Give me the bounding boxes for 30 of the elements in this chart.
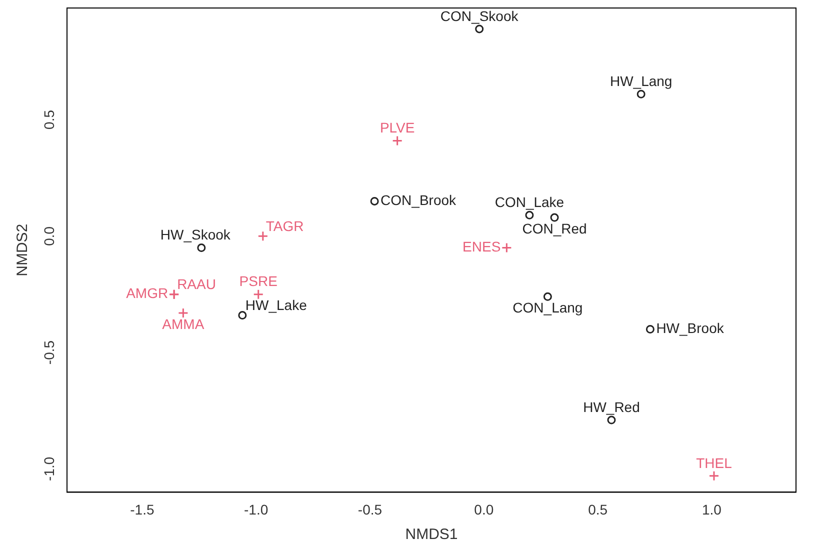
y-tick-label: -0.5 <box>40 340 57 365</box>
data-label: HW_Brook <box>656 320 725 336</box>
data-label: THEL <box>696 454 732 471</box>
x-tick-label: 0.5 <box>588 501 608 518</box>
data-label: AMMA <box>162 316 205 332</box>
y-axis-title: NMDS2 <box>14 224 32 276</box>
data-label: CON_Brook <box>380 192 458 208</box>
data-label: CON_Lake <box>494 194 564 210</box>
data-label: RAAU <box>177 276 216 292</box>
x-tick-label: -0.5 <box>358 501 382 518</box>
data-label: HW_Lake <box>245 297 308 314</box>
y-tick-label: 0.5 <box>40 110 57 130</box>
data-label: CON_Red <box>522 220 587 236</box>
data-label: TAGR <box>266 218 304 234</box>
data-label: HW_Red <box>583 398 640 415</box>
x-axis-title: NMDS1 <box>405 526 458 544</box>
data-label: CON_Skook <box>440 8 520 24</box>
data-label: AMGR <box>126 285 168 302</box>
data-label: HW_Lang <box>610 72 672 89</box>
data-label: CON_Lang <box>512 300 583 316</box>
x-tick-label: 1.0 <box>702 501 722 518</box>
x-tick-label: -1.0 <box>244 501 268 518</box>
y-tick-label: 0.0 <box>40 226 57 246</box>
data-label: ENES <box>462 238 501 255</box>
data-label: HW_Skook <box>160 226 232 243</box>
x-tick-label: 0.0 <box>474 501 494 518</box>
y-tick-label: -1.0 <box>40 456 57 481</box>
x-tick-label: -1.5 <box>130 501 154 518</box>
data-label: PLVE <box>380 120 415 136</box>
data-label: PSRE <box>239 273 278 290</box>
